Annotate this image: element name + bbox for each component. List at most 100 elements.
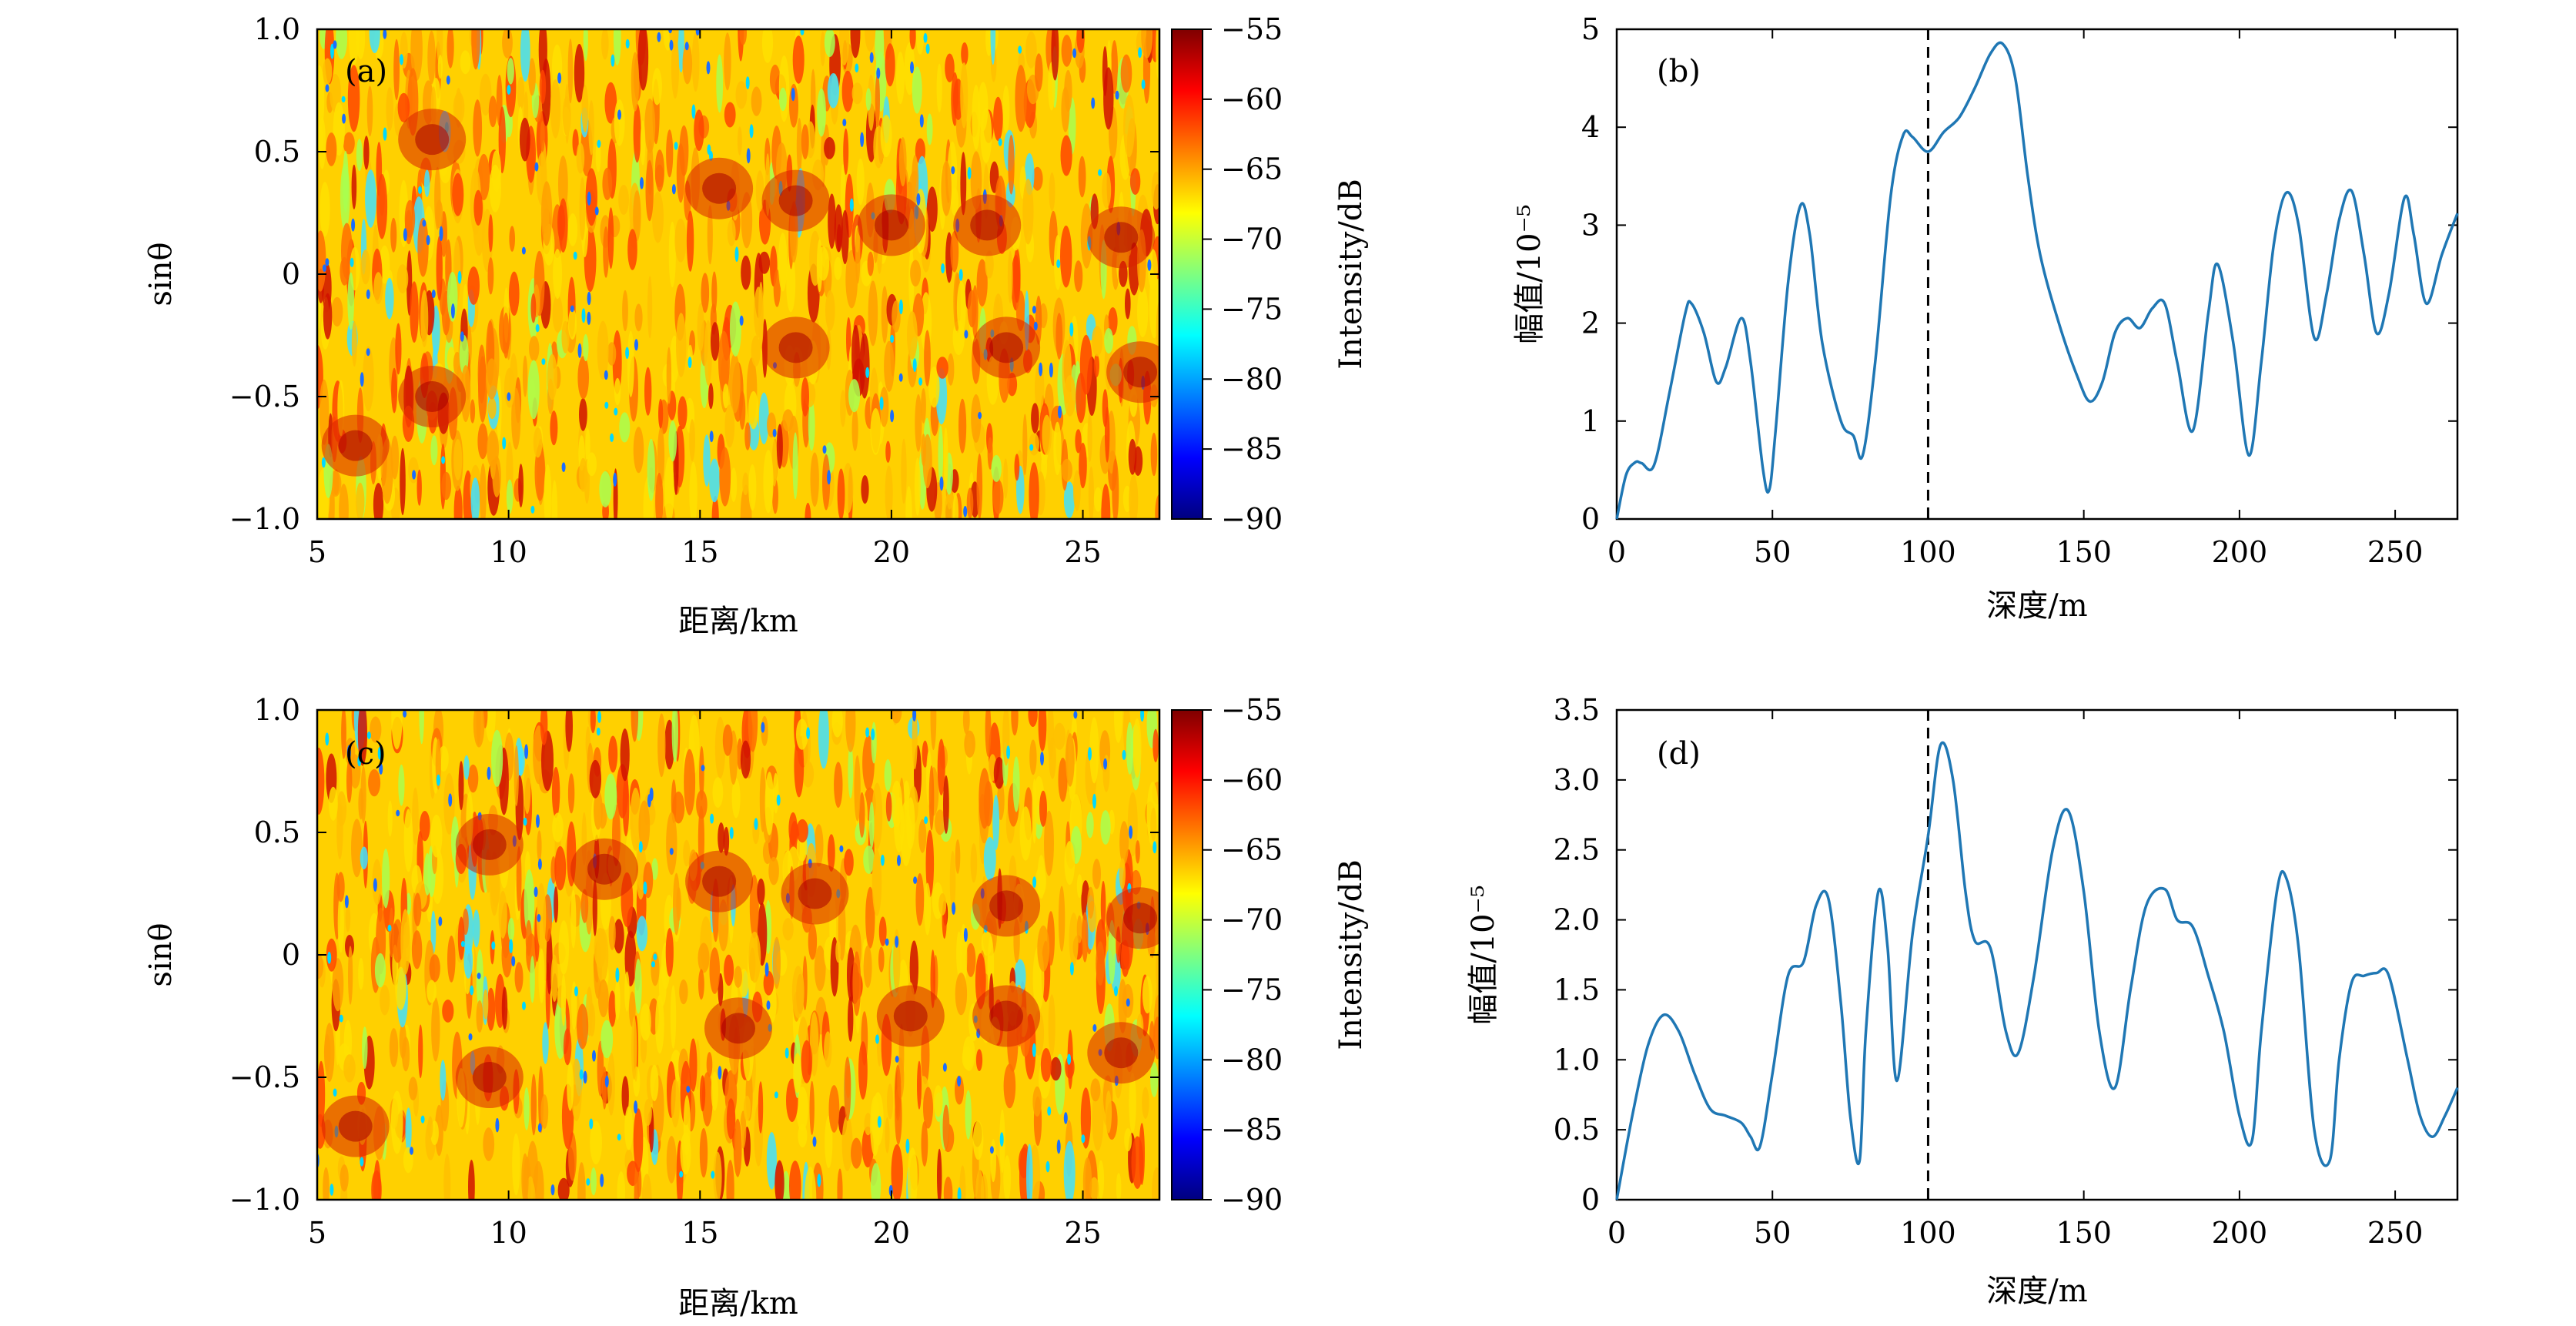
heatmap-noise-spot: [573, 251, 577, 260]
heatmap-texture-cell: [1123, 94, 1136, 158]
heatmap-texture-cell: [893, 929, 901, 993]
colorbar-tick-label: −85: [1221, 432, 1283, 466]
heatmap-texture-cell: [369, 29, 380, 53]
heatmap-texture-cell: [601, 1020, 614, 1059]
heatmap-texture-cell: [955, 1075, 964, 1105]
heatmap-texture-cell: [390, 1090, 403, 1154]
colorbar-tick-label: −55: [1221, 12, 1283, 46]
heatmap-texture-cell: [519, 117, 530, 162]
heatmap-noise-spot: [640, 177, 644, 189]
heatmap-texture-cell: [1015, 65, 1027, 132]
heatmap-texture-cell: [759, 767, 766, 832]
heatmap-texture-cell: [814, 824, 824, 867]
heatmap-texture-cell: [805, 502, 811, 519]
heatmap-texture-cell: [891, 1144, 903, 1200]
heatmap-noise-spot: [746, 148, 751, 164]
heatmap-texture-cell: [447, 29, 454, 69]
heatmap-texture-cell: [430, 910, 437, 955]
heatmap-texture-cell: [955, 839, 961, 874]
heatmap-texture-cell: [901, 438, 907, 504]
heatmap-texture-cell: [763, 450, 774, 514]
heatmap-noise-spot: [325, 84, 330, 92]
heatmap-texture-cell: [689, 461, 698, 519]
heatmap-texture-cell: [470, 477, 480, 519]
heatmap-texture-cell: [614, 377, 621, 406]
heatmap-texture-cell: [852, 951, 861, 1016]
heatmap-noise-spot: [695, 29, 700, 36]
heatmap-texture-cell: [904, 42, 915, 95]
x-tick-label: 150: [2056, 535, 2112, 569]
heatmap-texture-cell: [539, 69, 547, 104]
heatmap-noise-spot: [745, 76, 750, 89]
x-tick-label: 250: [2367, 1216, 2424, 1250]
heatmap-texture-cell: [992, 479, 1004, 514]
heatmap-noise-spot: [865, 727, 870, 738]
heatmap-texture-cell: [1105, 407, 1110, 463]
heatmap-hotspot-core: [415, 124, 450, 156]
heatmap-texture-cell: [734, 966, 742, 988]
x-tick-label: 15: [681, 1216, 718, 1250]
heatmap-texture-cell: [921, 388, 926, 424]
heatmap-texture-cell: [727, 219, 736, 246]
heatmap-noise-spot: [890, 410, 895, 423]
heatmap-texture-cell: [366, 85, 373, 137]
heatmap-texture-cell: [875, 73, 881, 127]
heatmap-hotspot-core: [338, 1110, 373, 1142]
heatmap-texture-cell: [684, 748, 696, 815]
heatmap-texture-cell: [607, 342, 617, 366]
heatmap-texture-cell: [1028, 710, 1038, 727]
heatmap-texture-cell: [912, 710, 918, 770]
y-tick-label: 0.5: [1554, 1113, 1600, 1147]
heatmap-texture-cell: [587, 452, 597, 477]
heatmap-noise-spot: [1006, 745, 1011, 759]
heatmap-texture-cell: [522, 355, 528, 397]
heatmap-texture-cell: [689, 1038, 698, 1092]
heatmap-noise-spot: [325, 732, 330, 746]
heatmap-texture-cell: [722, 724, 733, 756]
heatmap-texture-cell: [718, 822, 725, 853]
heatmap-texture-cell: [871, 782, 883, 849]
heatmap-texture-cell: [724, 32, 731, 91]
heatmap-texture-cell: [550, 954, 558, 1003]
heatmap-texture-cell: [341, 223, 353, 280]
heatmap-texture-cell: [711, 495, 719, 519]
y-tick-label: 0.5: [254, 815, 300, 849]
heatmap-texture-cell: [613, 29, 621, 65]
heatmap-texture-cell: [786, 254, 796, 313]
heatmap-texture-cell: [1128, 438, 1137, 475]
heatmap-noise-spot: [581, 308, 586, 323]
colorbar-tick-label: −75: [1221, 292, 1283, 326]
heatmap-texture-cell: [1080, 203, 1093, 269]
heatmap-texture-cell: [579, 457, 587, 493]
heatmap-texture-cell: [552, 295, 564, 333]
heatmap-texture-cell: [567, 1062, 574, 1111]
heatmap-noise-spot: [530, 505, 535, 514]
heatmap-texture-cell: [551, 480, 558, 519]
heatmap-texture-cell: [650, 1064, 659, 1102]
heatmap-texture-cell: [619, 412, 631, 443]
heatmap-texture-cell: [1053, 421, 1062, 476]
heatmap-texture-cell: [621, 1076, 629, 1116]
heatmap-texture-cell: [793, 1053, 802, 1093]
heatmap-texture-cell: [733, 1118, 742, 1177]
heatmap-texture-cell: [588, 1003, 596, 1037]
heatmap-noise-spot: [327, 951, 332, 964]
heatmap-texture-cell: [463, 755, 470, 780]
heatmap-texture-cell: [828, 1085, 840, 1133]
heatmap-texture-cell: [540, 1094, 549, 1130]
heatmap-noise-spot: [967, 167, 972, 179]
heatmap-texture-cell: [1068, 97, 1076, 155]
heatmap-texture-cell: [427, 979, 437, 1003]
heatmap-texture-cell: [541, 730, 554, 792]
colorbar-tick-label: −70: [1221, 903, 1283, 937]
heatmap-texture-cell: [1135, 840, 1140, 864]
heatmap-texture-cell: [323, 1167, 330, 1200]
heatmap-texture-cell: [921, 1120, 928, 1167]
heatmap-hotspot-core: [778, 185, 813, 216]
heatmap-noise-spot: [1114, 986, 1118, 996]
heatmap-texture-cell: [898, 137, 907, 186]
heatmap-texture-cell: [521, 1153, 529, 1200]
heatmap-texture-cell: [387, 800, 393, 837]
heatmap-texture-cell: [529, 336, 540, 362]
heatmap-noise-spot: [366, 732, 371, 739]
